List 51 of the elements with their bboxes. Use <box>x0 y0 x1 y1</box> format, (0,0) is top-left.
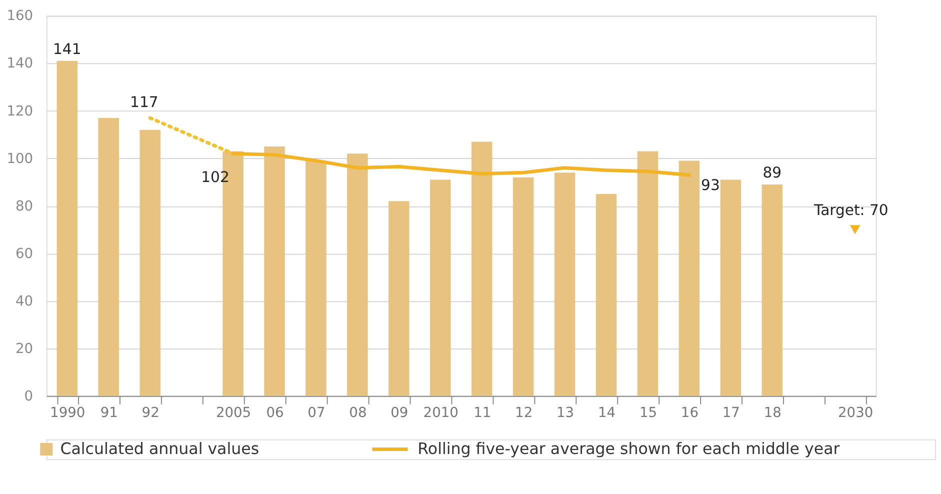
data-label: Target: 70 <box>812 202 888 219</box>
data-label: 89 <box>762 164 782 182</box>
x-tick-label: 14 <box>598 405 616 422</box>
bar <box>56 60 78 396</box>
y-tick-label: 80 <box>16 198 34 214</box>
x-tick-label: 09 <box>390 405 408 422</box>
bar <box>430 180 451 396</box>
y-tick-label: 60 <box>16 246 34 262</box>
bar <box>471 142 492 396</box>
bar <box>388 201 410 396</box>
x-tick-label: 18 <box>764 405 782 422</box>
y-tick-label: 120 <box>6 103 34 120</box>
x-tick-label: 91 <box>100 405 118 422</box>
y-tick-label: 0 <box>24 388 34 404</box>
data-label: 141 <box>53 41 82 58</box>
x-tick-label: 16 <box>680 405 698 422</box>
bar <box>140 130 160 396</box>
bar <box>554 172 576 396</box>
data-label: 117 <box>130 94 158 112</box>
bar <box>720 180 742 396</box>
x-tick-label: 06 <box>266 405 284 422</box>
y-tick-label: 140 <box>6 56 34 72</box>
y-tick-label: 100 <box>6 150 34 167</box>
x-tick-label: 12 <box>515 405 533 422</box>
bar <box>637 151 658 396</box>
x-tick-label: 2010 <box>423 405 458 422</box>
bar <box>596 194 617 396</box>
x-tick-label: 13 <box>556 405 574 422</box>
bar <box>512 177 534 396</box>
legend-label: Rolling five-year average shown for each middle year <box>418 439 840 458</box>
y-tick-label: 40 <box>16 293 34 310</box>
x-tick-label: 17 <box>722 405 740 422</box>
bar <box>306 160 326 396</box>
y-tick-label: 160 <box>6 8 34 24</box>
bar <box>98 118 119 396</box>
bar <box>762 184 783 396</box>
y-tick-label: 20 <box>16 340 34 357</box>
bar <box>678 160 700 396</box>
x-tick-label: 15 <box>639 405 658 422</box>
bar <box>264 146 285 396</box>
x-tick-label: 08 <box>349 405 367 422</box>
x-tick-label: 92 <box>142 405 160 422</box>
bar <box>347 154 368 396</box>
x-tick-label: 2005 <box>216 405 252 422</box>
data-label: 93 <box>701 176 720 194</box>
x-tick-label: 2030 <box>838 405 874 422</box>
x-tick-label: 1990 <box>50 405 86 422</box>
legend-label: Calculated annual values <box>60 439 260 458</box>
x-tick-label: 07 <box>308 405 326 422</box>
x-tick-label: 11 <box>474 405 492 422</box>
line-series <box>231 152 691 177</box>
